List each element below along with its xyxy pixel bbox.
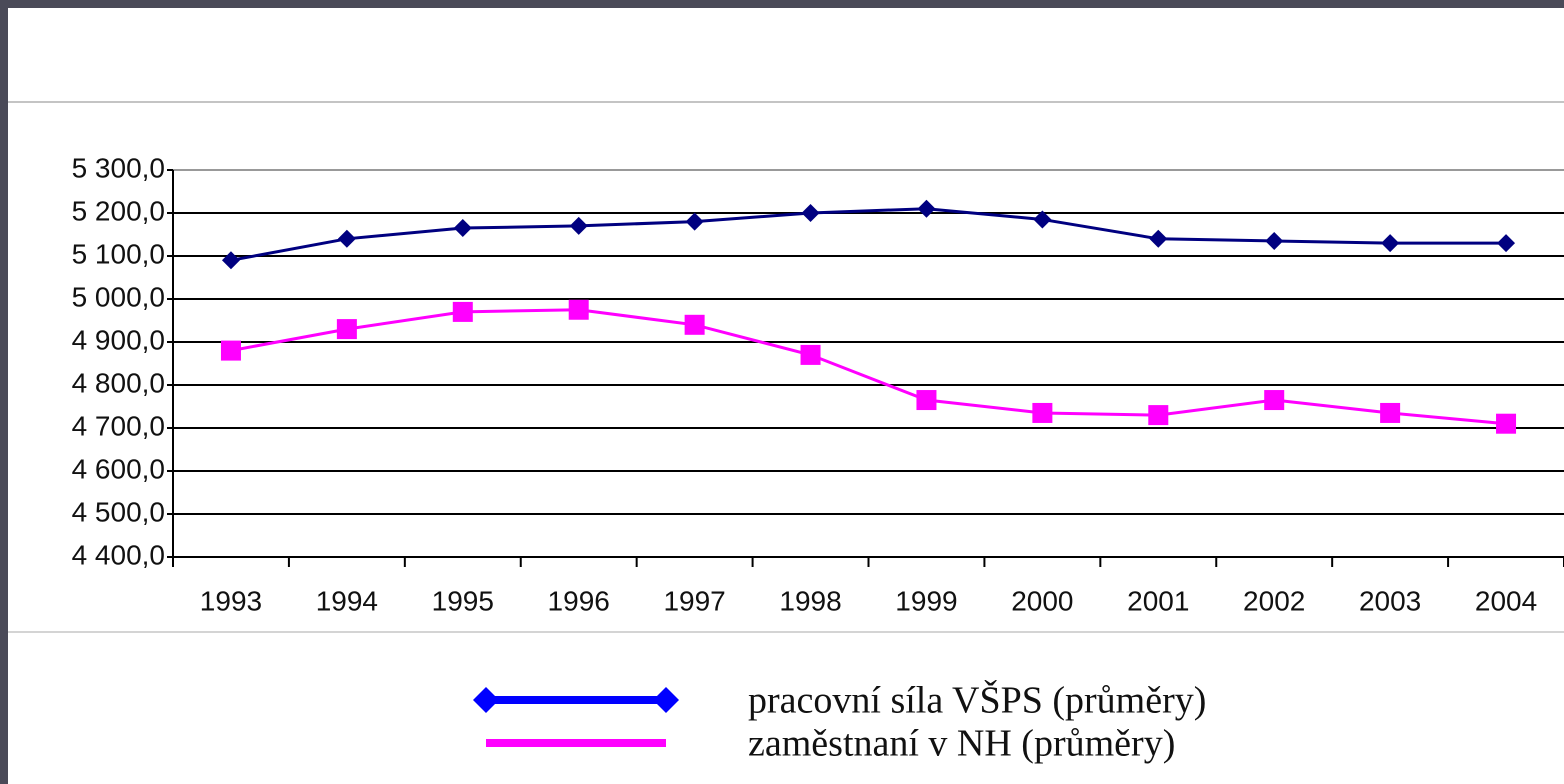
- marker: [220, 340, 241, 361]
- marker: [1264, 390, 1285, 411]
- y-tick-label: 5 300,0: [72, 152, 165, 183]
- x-tick-label: 2002: [1243, 585, 1305, 616]
- marker: [1265, 231, 1284, 250]
- y-tick-label: 4 800,0: [72, 367, 165, 398]
- x-tick-label: 1994: [316, 585, 378, 616]
- marker: [1032, 402, 1053, 423]
- x-tick-label: 2004: [1475, 585, 1537, 616]
- series-line: [230, 207, 1507, 262]
- marker: [653, 687, 679, 713]
- y-tick-label: 5 100,0: [72, 238, 165, 269]
- series-line: [230, 308, 1507, 426]
- legend-label: pracovní síla VŠPS (průměry): [748, 680, 1206, 722]
- marker: [473, 687, 499, 713]
- x-tick-label: 1996: [548, 585, 610, 616]
- slide: [8, 8, 1564, 784]
- x-tick-label: 1998: [779, 585, 841, 616]
- marker: [1033, 210, 1052, 229]
- marker: [568, 299, 589, 320]
- x-tick-label: 1995: [432, 585, 494, 616]
- marker: [452, 301, 473, 322]
- y-tick-label: 4 400,0: [72, 539, 165, 570]
- marker: [337, 229, 356, 248]
- marker: [684, 314, 705, 335]
- x-tick-label: 2003: [1359, 585, 1421, 616]
- marker: [336, 319, 357, 340]
- x-tick-label: 2001: [1127, 585, 1189, 616]
- legend-label: zaměstnaní v NH (průměry): [748, 723, 1175, 765]
- y-tick-label: 4 700,0: [72, 410, 165, 441]
- marker: [1381, 234, 1400, 253]
- marker: [800, 344, 821, 365]
- marker: [1496, 413, 1517, 434]
- y-tick-label: 4 600,0: [72, 453, 165, 484]
- marker: [221, 251, 240, 270]
- marker: [685, 212, 704, 231]
- marker: [916, 390, 937, 411]
- y-tick-label: 4 900,0: [72, 324, 165, 355]
- marker: [1149, 229, 1168, 248]
- y-tick-label: 5 000,0: [72, 281, 165, 312]
- x-tick-label: 1999: [895, 585, 957, 616]
- y-tick-label: 5 200,0: [72, 195, 165, 226]
- y-tick-label: 4 500,0: [72, 496, 165, 527]
- x-tick-label: 2000: [1011, 585, 1073, 616]
- marker: [917, 199, 936, 218]
- marker: [453, 219, 472, 238]
- marker: [569, 216, 588, 235]
- marker: [1148, 405, 1169, 426]
- x-tick-label: 1997: [663, 585, 725, 616]
- marker: [1497, 234, 1516, 253]
- marker: [1380, 402, 1401, 423]
- marker: [801, 204, 820, 222]
- x-tick-label: 1993: [200, 585, 262, 616]
